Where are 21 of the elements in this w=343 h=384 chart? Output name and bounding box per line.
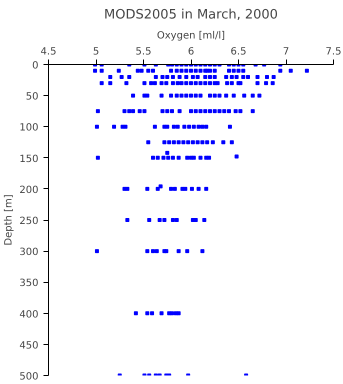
chart-title: MODS2005 in March, 2000 xyxy=(104,8,278,22)
y-tick-label: 0 xyxy=(32,60,39,72)
x-tick-label: 5.5 xyxy=(136,46,152,58)
y-tick-label: 150 xyxy=(19,154,39,165)
y-tick-label: 200 xyxy=(19,184,39,196)
y-axis-title: Depth [m] xyxy=(3,194,14,246)
y-tick-label: 450 xyxy=(19,340,39,352)
x-tick-label: 4.5 xyxy=(40,46,56,58)
x-tick-label: 7 xyxy=(282,46,290,58)
y-tick-label: 350 xyxy=(19,278,39,290)
y-tick-label: 250 xyxy=(19,216,39,227)
y-tick-label: 100 xyxy=(19,122,39,134)
x-tick-label: 5 xyxy=(92,46,100,58)
y-tick-label: 50 xyxy=(26,92,39,103)
x-tick-label: 6.5 xyxy=(230,46,246,58)
x-tick-label: 7.5 xyxy=(326,46,342,58)
y-tick-label: 400 xyxy=(19,309,39,320)
x-axis-title: Oxygen [ml/l] xyxy=(156,30,226,42)
x-tick-label: 6 xyxy=(188,46,194,58)
y-tick-label: 500 xyxy=(19,372,39,382)
y-tick-label: 300 xyxy=(19,247,39,258)
